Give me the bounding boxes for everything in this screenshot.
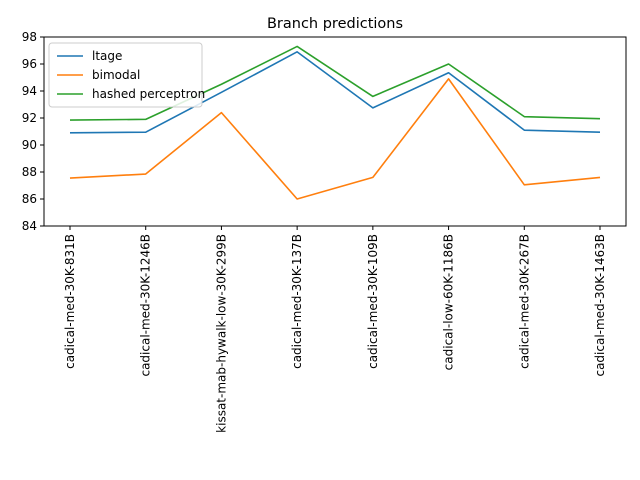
y-tick-label: 98	[22, 30, 37, 44]
y-tick-label: 84	[22, 219, 37, 233]
legend-box	[48, 42, 203, 108]
y-tick-label: 86	[22, 192, 37, 206]
x-tick-label: cadical-med-30K-137B	[290, 234, 304, 369]
legend-label: hashed perceptron	[92, 87, 205, 101]
legend-label: bimodal	[92, 68, 140, 82]
y-axis: 84 86 88 90 92 94 96 98	[22, 30, 44, 233]
legend-label: ltage	[92, 49, 122, 63]
legend: ltage bimodal hashed perceptron	[48, 42, 205, 108]
chart-title: Branch predictions	[267, 16, 403, 32]
y-tick-label: 96	[22, 57, 37, 71]
y-tick-label: 88	[22, 165, 37, 179]
x-tick-label: cadical-med-30K-1246B	[139, 234, 153, 377]
x-tick-label: cadical-med-30K-109B	[366, 234, 380, 369]
series-line-ltage	[69, 51, 601, 134]
y-tick-label: 94	[22, 84, 37, 98]
plot-frame	[43, 36, 627, 227]
x-tick-label: kissat-mab-hywalk-low-30K-299B	[214, 234, 228, 433]
series-layer	[69, 45, 601, 200]
y-tick-label: 92	[22, 111, 37, 125]
y-tick-label: 90	[22, 138, 37, 152]
series-line-bimodal	[69, 78, 601, 200]
x-axis: cadical-med-30K-831B cadical-med-30K-1246…	[63, 226, 607, 433]
x-tick-label: cadical-med-30K-267B	[517, 234, 531, 369]
x-tick-label: cadical-low-60K-1186B	[442, 234, 456, 370]
x-tick-label: cadical-med-30K-831B	[63, 234, 77, 369]
series-line-hashed-perceptron	[69, 45, 601, 121]
x-tick-label: cadical-med-30K-1463B	[593, 234, 607, 377]
